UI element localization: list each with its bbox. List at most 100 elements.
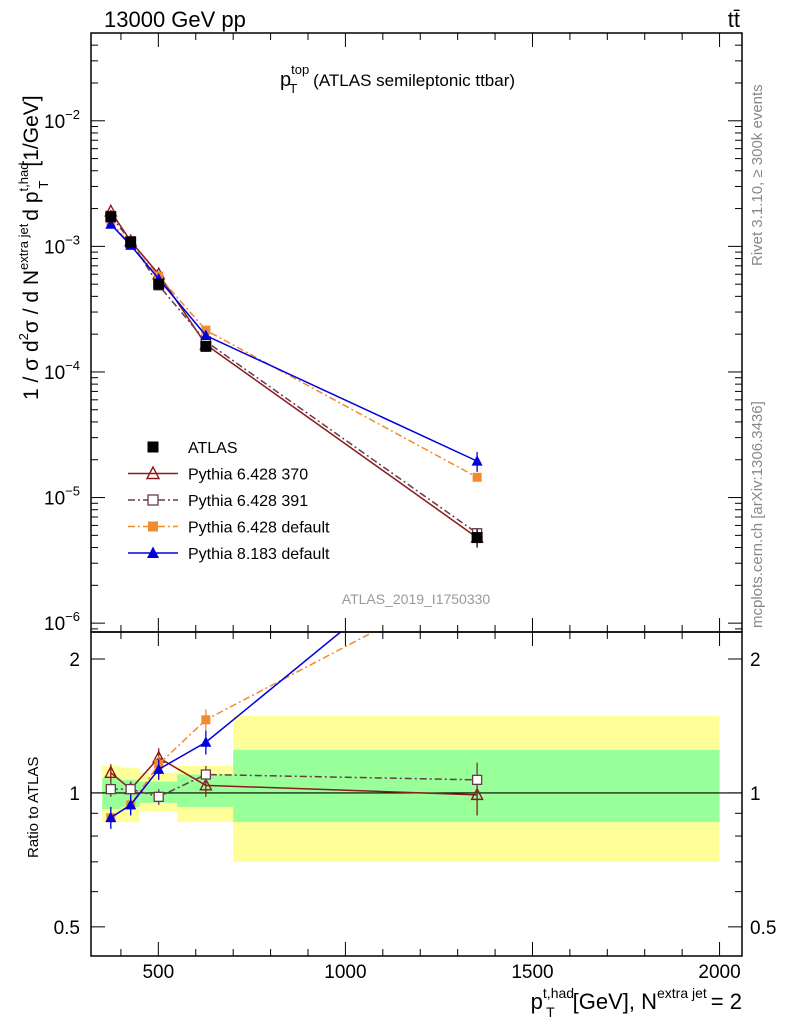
ylabel-sup-thad: t,had	[16, 163, 31, 192]
mcplots-label: mcplots.cern.ch [arXiv:1306.3436]	[749, 401, 766, 628]
header-right: tt̄	[728, 7, 740, 32]
main-ytick-exp: −4	[65, 358, 80, 373]
xlabel-sup-thad: t,had	[543, 985, 574, 1001]
plot-title-main: p	[280, 69, 291, 91]
ratio-series-pythia-8-183-default	[105, 632, 342, 829]
ylabel-part-d: [1/GeV]	[20, 95, 43, 166]
main-ytick-base: 10	[44, 363, 65, 384]
ratio-ylabel: Ratio to ATLAS	[25, 757, 42, 858]
ratio-point	[199, 777, 213, 791]
legend-marker	[147, 494, 159, 506]
ratio-ytick-label: 1	[69, 784, 80, 805]
ratio-point	[153, 791, 164, 802]
legend-item: Pythia 6.428 370	[128, 465, 308, 484]
rivet-label: Rivet 3.1.10, ≥ 300k events	[749, 84, 766, 266]
ratio-frame	[90, 631, 743, 957]
data-point	[105, 211, 117, 223]
data-point	[472, 472, 482, 482]
main-ytick-exp: −2	[65, 107, 80, 122]
ratio-point	[470, 787, 484, 801]
ylabel-part-a: 1 / σ d	[20, 340, 43, 400]
ylabel-sup-2: 2	[16, 333, 31, 340]
legend-label: Pythia 6.428 default	[188, 520, 330, 537]
ylabel-sup-extra: extra jet	[16, 223, 31, 270]
ratio-point	[200, 769, 212, 780]
main-ylabel: 1 / σ d2σ / d Nextra jet d pt,had T [1/GeV]	[16, 95, 51, 400]
data-point	[105, 218, 117, 229]
ratio-series-pythia-6-428-391	[105, 762, 483, 805]
plot-title-sup: top	[291, 62, 309, 77]
main-ytick-base: 10	[44, 112, 65, 133]
xlabel-sup-extra: extra jet	[657, 985, 707, 1001]
plot-title-rest: (ATLAS semileptonic ttbar)	[313, 71, 515, 90]
plot-title: ptop T (ATLAS semileptonic ttbar)	[280, 62, 515, 96]
main-ytick-label: 10−5	[44, 484, 80, 510]
ratio-point	[105, 783, 116, 795]
analysis-watermark: ATLAS_2019_I1750330	[342, 591, 491, 607]
main-ytick-label: 10−4	[44, 358, 80, 384]
ratio-ytick-label: 2	[69, 650, 80, 671]
stat-uncertainty-band	[233, 749, 720, 823]
main-ytick-base: 10	[44, 489, 65, 510]
ratio-point	[200, 736, 212, 747]
legend-label: Pythia 8.183 default	[188, 546, 330, 563]
ratio-point	[105, 811, 117, 823]
ratio-point	[471, 774, 483, 786]
legend-label: Pythia 6.428 391	[188, 493, 308, 510]
main-ytick-label: 10−3	[44, 232, 80, 258]
ratio-ytick-label-right: 2	[750, 650, 761, 671]
xtick-label: 500	[142, 962, 174, 983]
legend-item: ATLAS	[147, 440, 238, 457]
xlabel: pt,had T [GeV], Nextra jet = 2	[531, 985, 742, 1020]
main-ytick-exp: −5	[65, 484, 80, 499]
ratio-ytick-label-right: 1	[750, 784, 761, 805]
ratio-point	[104, 765, 118, 778]
ratio-plot: 0.5 0.5 1 1 2 2 500 1000 1500 2000	[54, 631, 776, 983]
main-ytick-exp: −6	[65, 609, 80, 624]
legend-item: Pythia 6.428 default	[128, 520, 330, 537]
legend-label: ATLAS	[188, 440, 238, 457]
legend-item: Pythia 6.428 391	[128, 493, 308, 510]
xlabel-sub-T: T	[546, 1004, 555, 1020]
ratio-point	[125, 783, 136, 795]
ratio-ytick-label: 0.5	[54, 918, 80, 939]
legend-marker	[148, 521, 158, 532]
legend-label: Pythia 6.428 370	[188, 467, 308, 484]
ylabel-part-b: σ / d N	[20, 270, 43, 333]
xlabel-unit: [GeV], N	[573, 989, 657, 1014]
ylabel-part-c: d p	[20, 191, 43, 220]
xtick-label: 1500	[511, 962, 553, 983]
xlabel-eq: = 2	[711, 989, 742, 1014]
main-ytick-exp: −3	[65, 232, 80, 247]
legend-item: Pythia 8.183 default	[128, 546, 330, 563]
data-point	[200, 329, 212, 341]
main-ytick-base: 10	[44, 614, 65, 635]
header-left: 13000 GeV pp	[104, 7, 246, 32]
xtick-label: 2000	[698, 962, 740, 983]
series-atlas	[105, 211, 483, 548]
ratio-point	[125, 798, 137, 810]
data-point	[125, 236, 137, 248]
legend-marker	[147, 546, 159, 558]
legend-marker	[145, 465, 161, 480]
ratio-point	[201, 715, 211, 725]
series-line	[110, 215, 478, 534]
xtick-label: 1000	[324, 962, 366, 983]
data-point	[153, 278, 165, 290]
ylabel-sub-T: T	[36, 181, 51, 189]
main-plot: 10−610−510−410−310−2	[44, 32, 743, 635]
plot-title-sub: T	[289, 81, 297, 96]
data-point	[471, 532, 483, 544]
data-point	[200, 340, 212, 352]
xlabel-p: p	[531, 989, 543, 1014]
data-point	[471, 455, 483, 466]
legend-marker	[147, 441, 159, 453]
ratio-ytick-label-right: 0.5	[750, 918, 776, 939]
legend: ATLAS Pythia 6.428 370 Pythia 6.428 391 Pyt…	[128, 440, 330, 563]
main-ytick-label: 10−6	[44, 609, 80, 635]
main-ytick-base: 10	[44, 237, 65, 258]
main-ytick-label: 10−2	[44, 107, 80, 133]
ratio-point	[153, 763, 165, 774]
